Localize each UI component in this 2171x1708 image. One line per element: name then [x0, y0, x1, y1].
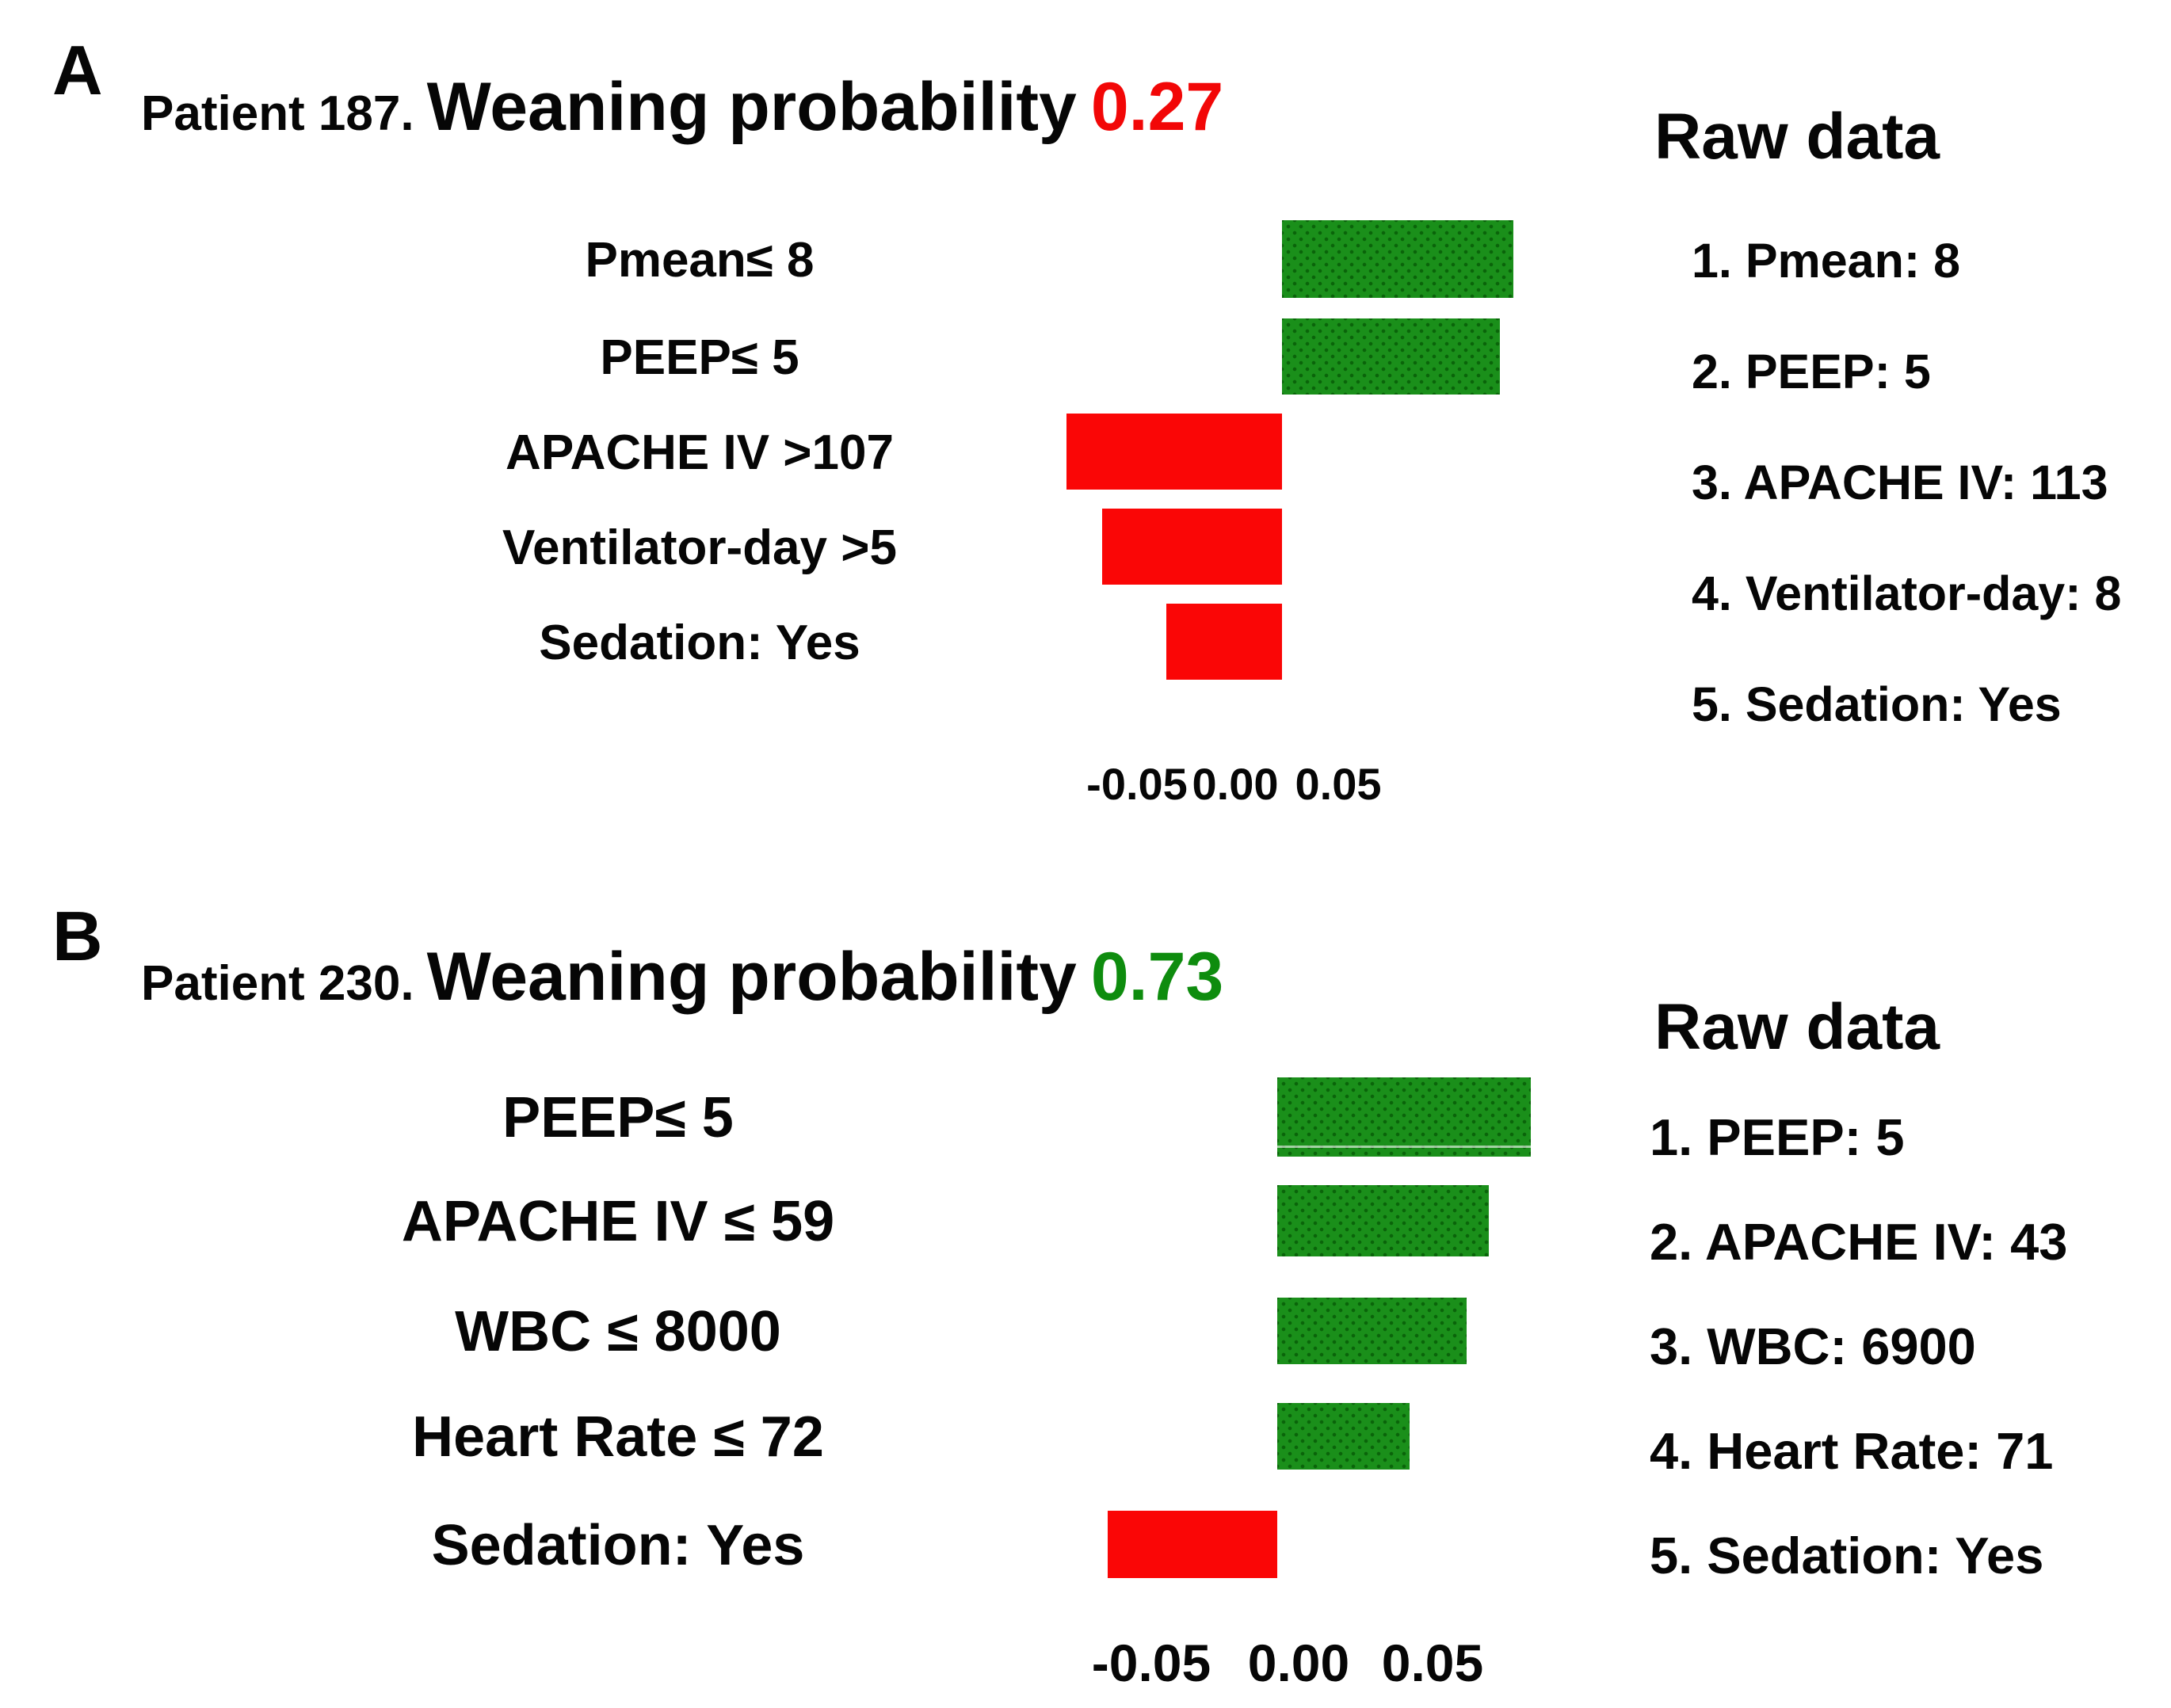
row-label: Sedation: Yes: [431, 1514, 805, 1577]
x-tick-label: -0.05: [1086, 759, 1188, 809]
probability-value: 0.27: [1090, 69, 1224, 145]
panel-title-b: Patient 230. Weaning probability 0.73: [141, 943, 1223, 1011]
x-tick-label: -0.05: [1091, 1634, 1211, 1692]
contribution-bar: [1166, 604, 1282, 680]
row-label: Pmean≤ 8: [585, 233, 815, 288]
patient-label: Patient 187.: [141, 86, 414, 141]
raw-data-item: 5. Sedation: Yes: [1650, 1527, 2044, 1584]
x-tick-label: 0.05: [1295, 759, 1382, 809]
raw-data-item: 3. APACHE IV: 113: [1692, 456, 2108, 509]
raw-data-header: Raw data: [1654, 101, 1940, 173]
row-label: Sedation: Yes: [539, 616, 860, 670]
contribution-bar: [1102, 509, 1282, 585]
raw-data-item: 2. PEEP: 5: [1692, 345, 1931, 398]
contribution-bar: [1282, 318, 1500, 395]
row-label: WBC ≤ 8000: [455, 1300, 781, 1363]
raw-data-header: Raw data: [1654, 991, 1940, 1063]
raw-data-item: 3. WBC: 6900: [1650, 1317, 1976, 1375]
row-label: Heart Rate ≤ 72: [412, 1405, 824, 1469]
raw-data-item: 2. APACHE IV: 43: [1650, 1213, 2068, 1271]
contribution-bar: [1277, 1298, 1467, 1364]
contribution-bar: [1277, 1185, 1489, 1256]
contribution-bar: [1277, 1077, 1531, 1157]
panel-title-a: Patient 187. Weaning probability 0.27: [141, 73, 1223, 141]
contribution-bar: [1108, 1511, 1277, 1578]
patient-label: Patient 230.: [141, 956, 414, 1011]
row-label: Ventilator-day >5: [502, 520, 897, 575]
raw-data-item: 1. Pmean: 8: [1692, 234, 1961, 288]
contribution-bar: [1066, 414, 1282, 490]
row-label: PEEP≤ 5: [600, 330, 799, 385]
row-label: APACHE IV >107: [506, 425, 894, 480]
title-text: Weaning probability: [426, 939, 1077, 1015]
x-tick-label: 0.00: [1192, 759, 1279, 809]
title-text: Weaning probability: [426, 69, 1077, 145]
probability-value: 0.73: [1090, 939, 1224, 1015]
contribution-bar: [1277, 1403, 1410, 1470]
panel-letter-b: B: [52, 897, 104, 975]
row-label: PEEP≤ 5: [502, 1086, 734, 1149]
x-tick-label: 0.05: [1381, 1634, 1484, 1692]
row-label: APACHE IV ≤ 59: [401, 1190, 835, 1253]
raw-data-item: 1. PEEP: 5: [1650, 1108, 1905, 1166]
bar-split-line: [1277, 1146, 1531, 1148]
raw-data-item: 4. Heart Rate: 71: [1650, 1422, 2054, 1480]
raw-data-item: 4. Ventilator-day: 8: [1692, 566, 2122, 620]
raw-data-item: 5. Sedation: Yes: [1692, 677, 2062, 731]
contribution-bar: [1282, 220, 1513, 298]
panel-letter-a: A: [52, 31, 104, 109]
x-tick-label: 0.00: [1247, 1634, 1350, 1692]
